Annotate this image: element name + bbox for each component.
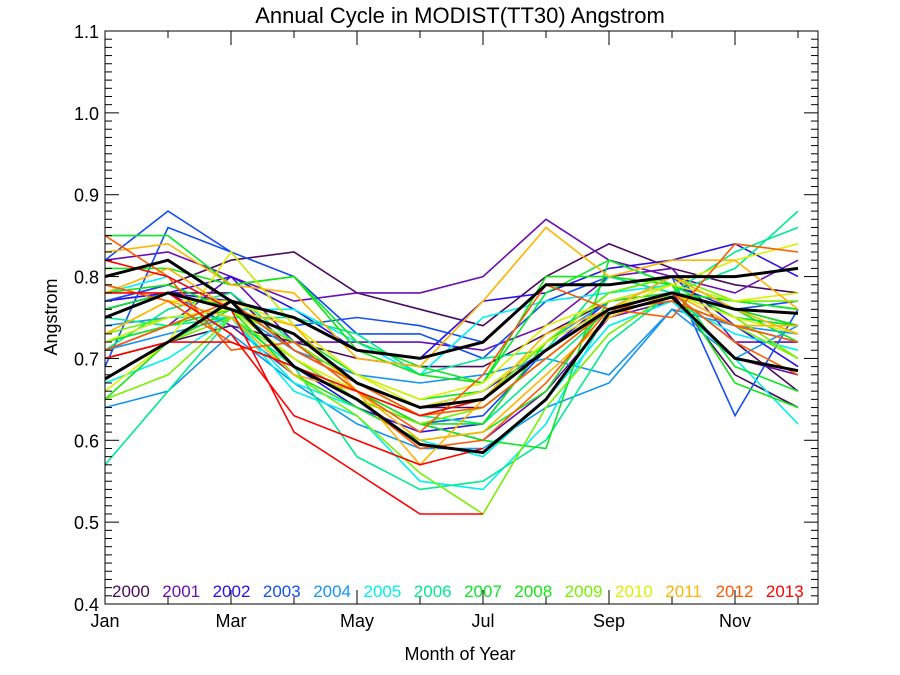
x-tick-label: Jul — [471, 611, 494, 631]
legend-entry-2004: 2004 — [313, 582, 351, 601]
legend-entry-2006: 2006 — [414, 582, 452, 601]
y-tick-label: 0.8 — [74, 268, 99, 288]
legend-entry-2011: 2011 — [665, 582, 702, 601]
legend-entry-2010: 2010 — [615, 582, 653, 601]
legend-entry-2007: 2007 — [464, 582, 502, 601]
series-line-2006-a — [104, 210, 799, 491]
series-line-mean-a — [104, 258, 799, 360]
series-line-2012-b — [104, 284, 799, 450]
series-line-2000-a — [104, 242, 799, 327]
series-line-2010-b — [104, 283, 799, 401]
legend-entry-2012: 2012 — [716, 582, 754, 601]
legend-entry-2000: 2000 — [112, 582, 150, 601]
legend-entry-2005: 2005 — [364, 582, 402, 601]
series-layer — [104, 210, 799, 516]
y-tick-label: 1.1 — [74, 22, 99, 42]
legend-entry-2008: 2008 — [514, 582, 552, 601]
series-line-2002-a — [104, 242, 799, 360]
y-axis-label: Angstrom — [41, 278, 61, 355]
series-line-2006-b — [104, 226, 799, 376]
y-tick-label: 0.4 — [74, 595, 99, 615]
x-tick-label: Mar — [216, 611, 247, 631]
y-tick-label: 0.7 — [74, 349, 99, 369]
axes-layer: 0.4 0.5 0.6 0.7 0.8 0.9 1.0 1.1 Jan Mar May Jul Sep N… — [74, 22, 819, 631]
legend: 2000 2001 2002 2003 2004 2005 2006 2007 2008 2009… — [112, 582, 804, 601]
legend-entry-2003: 2003 — [263, 582, 301, 601]
y-tick-label: 0.9 — [74, 186, 99, 206]
legend-entry-2002: 2002 — [213, 582, 251, 601]
series-line-2011-a — [104, 226, 799, 368]
series-line-2010-a — [104, 243, 799, 409]
series-line-2001-a — [104, 218, 799, 302]
x-tick-label: Jan — [90, 611, 119, 631]
y-tick-label: 1.0 — [74, 104, 99, 124]
x-tick-label: May — [340, 611, 374, 631]
legend-entry-2001: 2001 — [162, 582, 200, 601]
series-line-2013-a — [104, 259, 483, 515]
x-axis-label: Month of Year — [404, 644, 515, 664]
y-tick-label: 0.6 — [74, 431, 99, 451]
series-line-2011-c — [104, 292, 798, 442]
legend-entry-2013: 2013 — [766, 582, 804, 601]
legend-entry-2009: 2009 — [565, 582, 603, 601]
x-tick-label: Sep — [593, 611, 625, 631]
chart-title: Annual Cycle in MODIST(TT30) Angstrom — [255, 3, 665, 28]
series-line-2007-a — [105, 234, 799, 384]
series-line-2011-b — [104, 267, 799, 466]
x-tick-label: Nov — [719, 611, 751, 631]
series-line-mean-c — [104, 295, 799, 455]
y-tick-label: 0.5 — [74, 513, 99, 533]
